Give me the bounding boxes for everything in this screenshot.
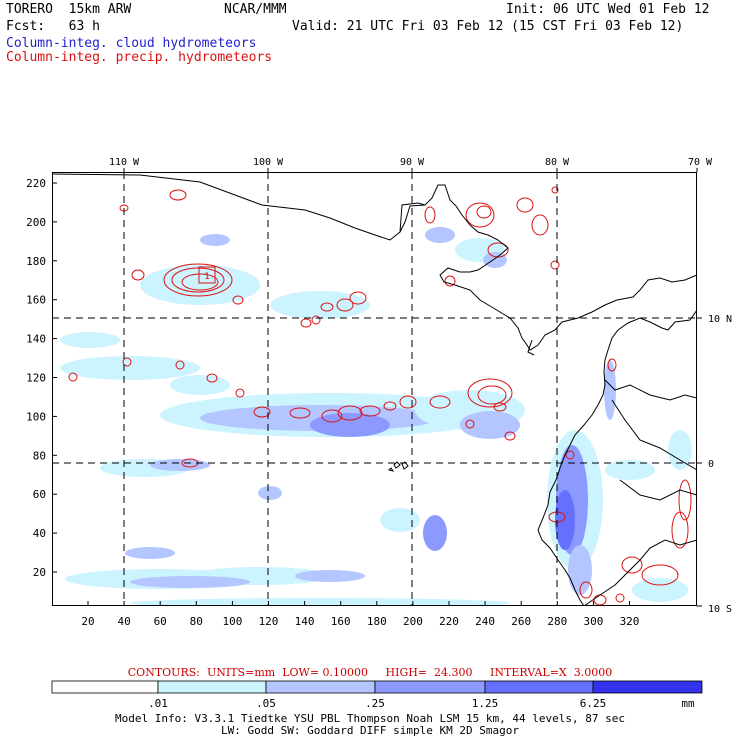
x-tick-label: 260 (511, 615, 531, 628)
y-tick-label: 100 (26, 410, 46, 423)
x-tick-label: 280 (547, 615, 567, 628)
y-tick-label: 220 (26, 177, 46, 190)
lat-label: 10 N (708, 314, 732, 325)
x-tick-label: 120 (259, 615, 279, 628)
init-time: Init: 06 UTC Wed 01 Feb 12 (506, 2, 710, 17)
legend-label: 1.25 (471, 697, 499, 710)
x-tick-label: 240 (475, 615, 495, 628)
legend-label: .25 (365, 697, 385, 710)
contour-high: HIGH= 24.300 (385, 666, 473, 679)
model-info-line1: Model Info: V3.3.1 Tiedtke YSU PBL Thomp… (115, 712, 625, 725)
contour-interval: INTERVAL=X 3.0000 (490, 666, 613, 679)
x-tick-label: 140 (295, 615, 315, 628)
lat-label: 0 (708, 459, 714, 470)
y-tick-label: 20 (33, 566, 46, 579)
lat-label: 10 S (708, 604, 732, 615)
x-tick-label: 60 (154, 615, 167, 628)
right-lat-ticks (697, 317, 702, 607)
model-title: TORERO 15km ARW (6, 2, 132, 17)
field-cloud-label: Column-integ. cloud hydrometeors (6, 36, 257, 51)
contour-label: CONTOURS: (127, 666, 200, 679)
cloud-hydrometeor-field (60, 227, 692, 606)
top-lon-ticks (123, 168, 698, 172)
x-tick-label: 80 (190, 615, 203, 628)
x-tick-label: 20 (81, 615, 94, 628)
y-tick-label: 200 (26, 216, 46, 229)
y-tick-label: 40 (33, 527, 46, 540)
legend-unit: mm (681, 697, 695, 710)
y-axis-ticks: 20 40 60 80 100 120 140 160 180 200 220 (26, 177, 57, 579)
contour-low: LOW= 0.10000 (282, 666, 369, 679)
lon-label: 80 W (545, 157, 570, 168)
x-tick-label: 160 (331, 615, 351, 628)
legend-label: 6.25 (579, 697, 607, 710)
y-tick-label: 60 (33, 488, 46, 501)
y-tick-label: 160 (26, 294, 46, 307)
model-info-line2: LW: Godd SW: Goddard DIFF simple KM 2D S… (220, 724, 519, 737)
org-label: NCAR/MMM (224, 2, 287, 17)
x-tick-label: 40 (117, 615, 130, 628)
y-tick-label: 80 (33, 449, 46, 462)
lon-label: 110 W (109, 157, 140, 168)
box-label: 1 (204, 272, 209, 282)
y-tick-label: 120 (26, 372, 46, 385)
lon-label: 100 W (253, 157, 284, 168)
color-legend (51, 680, 703, 694)
x-tick-label: 180 (367, 615, 387, 628)
top-lon-labels: 110 W 100 W 90 W 80 W 70 W (109, 157, 713, 168)
map-frame (52, 172, 697, 606)
map-grid (52, 172, 697, 606)
map-fields (52, 173, 697, 606)
lon-label: 90 W (400, 157, 425, 168)
x-tick-label: 300 (583, 615, 603, 628)
contour-info: CONTOURS: UNITS=mm LOW= 0.10000 HIGH= 24… (0, 666, 740, 679)
x-tick-label: 320 (620, 615, 640, 628)
y-tick-label: 140 (26, 333, 46, 346)
highlight-box (198, 266, 216, 284)
contour-units: UNITS=mm (206, 666, 276, 679)
x-tick-label: 220 (439, 615, 459, 628)
x-tick-label: 200 (403, 615, 423, 628)
forecast-hour: Fcst: 63 h (6, 19, 100, 34)
x-axis-ticks: 20 40 60 80 100 120 140 160 180 200 220 240 260 280 30… (81, 601, 639, 628)
right-lat-labels: 10 N 0 10 S (708, 314, 732, 615)
legend-label: .05 (256, 697, 276, 710)
lon-label: 70 W (688, 157, 713, 168)
coastline (52, 173, 697, 606)
legend-label: .01 (148, 697, 168, 710)
y-tick-label: 180 (26, 255, 46, 268)
x-tick-label: 100 (222, 615, 242, 628)
valid-time: Valid: 21 UTC Fri 03 Feb 12 (15 CST Fri … (292, 19, 684, 34)
field-precip-label: Column-integ. precip. hydrometeors (6, 50, 273, 65)
